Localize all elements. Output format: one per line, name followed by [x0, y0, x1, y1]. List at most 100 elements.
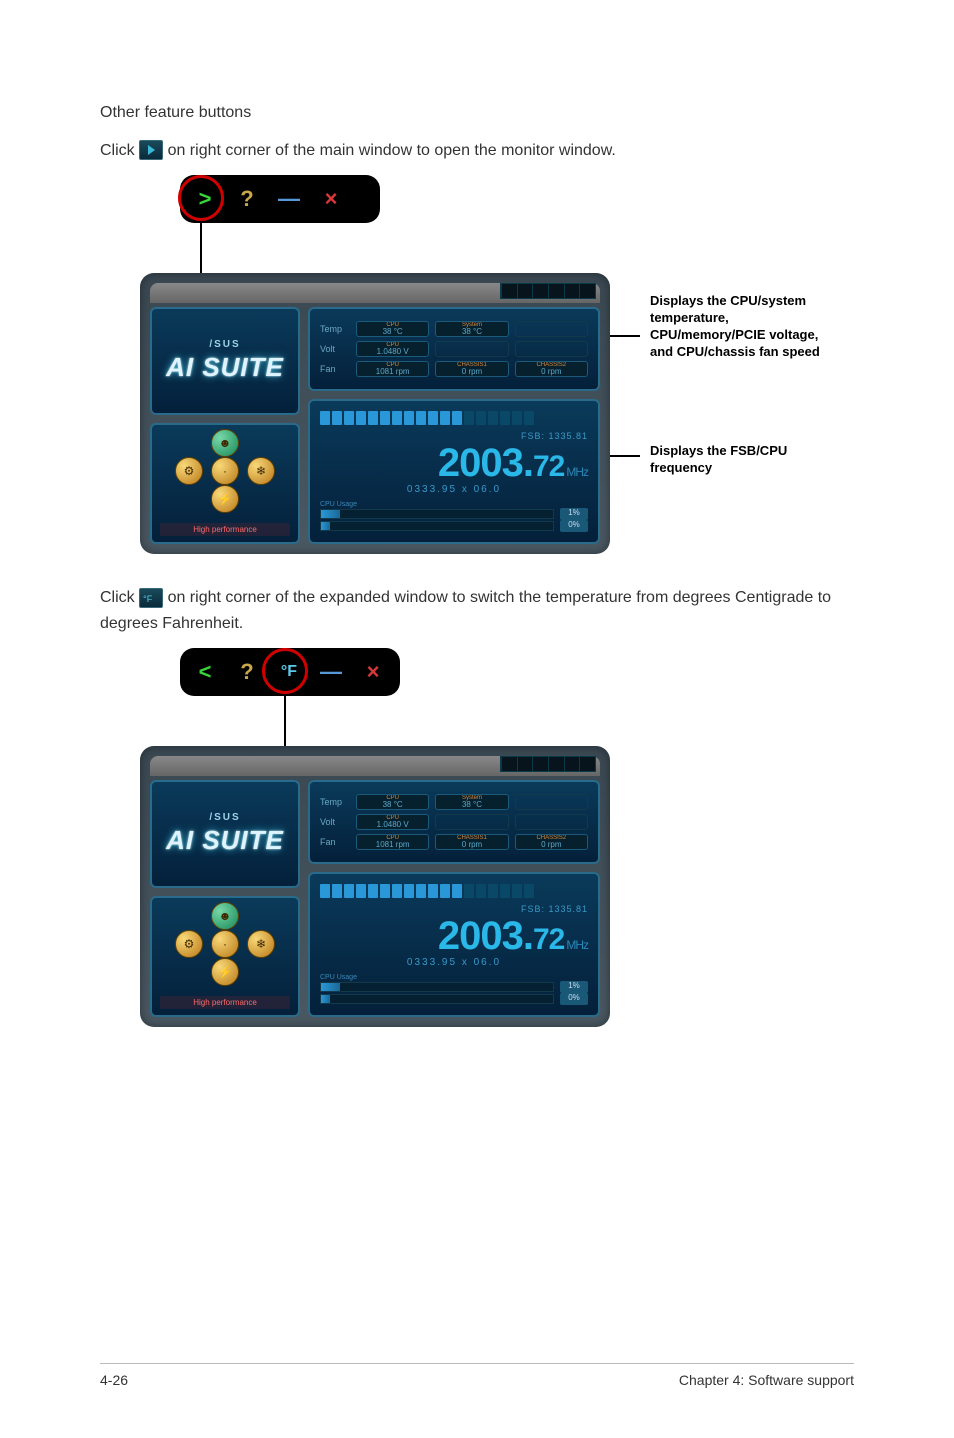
freq-frac: 72: [533, 450, 564, 484]
stats-box: Temp CPU38 °C System38 °C Volt CPU1.0480…: [308, 307, 600, 391]
freq-box-2: FSB: 1335.81 2003. 72 MHz 0333.95 x 06.0…: [308, 872, 600, 1017]
leader-2: [284, 696, 286, 746]
temp-toggle-icon: [139, 588, 163, 608]
chip-empty-b2: [435, 814, 508, 830]
usage-meter-1: [320, 509, 554, 519]
close-button-2[interactable]: ×: [358, 657, 388, 687]
close-button[interactable]: ×: [316, 184, 346, 214]
usage-meter-b1: [320, 982, 554, 992]
para1-b: on right corner of the main window to op…: [168, 142, 616, 159]
freq-unit: MHz: [566, 465, 588, 479]
para-2: Click on right corner of the expanded wi…: [100, 585, 854, 636]
chip-cpu-volt: CPU1.0480 V: [356, 341, 429, 357]
chip-cpu-fan: CPU1081 rpm: [356, 361, 429, 377]
freq-sub-2: 0333.95 x 06.0: [320, 957, 588, 968]
chip-cpu-temp: CPU38 °C: [356, 321, 429, 337]
chip-empty-b1: [515, 794, 588, 810]
main-freq: 2003. 72 MHz: [320, 441, 588, 486]
usage-meter-2: [320, 521, 554, 531]
orb-left[interactable]: ⚙: [175, 457, 203, 485]
chip-empty: [515, 321, 588, 337]
freq-int: 2003.: [438, 441, 533, 486]
orb-bottom[interactable]: ⚡: [211, 485, 239, 513]
chip-sys-temp: System38 °C: [435, 321, 508, 337]
chip-ch2-fan: CHASSIS20 rpm: [515, 361, 588, 377]
orb-right[interactable]: ❄: [247, 457, 275, 485]
annot-line-stats: [610, 335, 640, 337]
annot-stats: Displays the CPU/system temperature, CPU…: [650, 293, 830, 361]
leader-1: [200, 223, 202, 273]
chip-cpu-temp-2: CPU38 °C: [356, 794, 429, 810]
usage-label-2: CPU Usage: [320, 974, 588, 981]
orb-center-2[interactable]: ·: [211, 930, 239, 958]
freq-box: FSB: 1335.81 2003. 72 MHz 0333.95 x 06.0…: [308, 399, 600, 544]
toolbar-1: > ? — ×: [180, 175, 380, 223]
orb-left-2[interactable]: ⚙: [175, 930, 203, 958]
control-pad: ☻ ⚙ · ❄ ⚡ High performance: [150, 423, 300, 544]
para1-a: Click: [100, 142, 139, 159]
chip-ch1-fan: CHASSIS10 rpm: [435, 361, 508, 377]
row-label-fan-2: Fan: [320, 837, 350, 847]
panel-mini-toolbar: [500, 283, 596, 299]
brand-text-2: /SUS: [209, 812, 240, 823]
chip-empty3: [515, 341, 588, 357]
collapse-button[interactable]: <: [190, 657, 220, 687]
fsb-label: FSB: 1335.81: [320, 431, 588, 441]
freq-int-2: 2003.: [438, 914, 533, 959]
annot-line-freq: [610, 455, 640, 457]
page-number: 4-26: [100, 1372, 128, 1388]
brand-text: /SUS: [209, 339, 240, 350]
freq-sub: 0333.95 x 06.0: [320, 484, 588, 495]
chip-ch2-fan-2: CHASSIS20 rpm: [515, 834, 588, 850]
orb-top-2[interactable]: ☻: [211, 902, 239, 930]
orb-top[interactable]: ☻: [211, 429, 239, 457]
seg-bar: [320, 411, 588, 425]
row-label-volt-2: Volt: [320, 817, 350, 827]
para2-a: Click: [100, 589, 139, 606]
chip-ch1-fan-2: CHASSIS10 rpm: [435, 834, 508, 850]
chip-sys-temp-2: System38 °C: [435, 794, 508, 810]
chip-empty-b3: [515, 814, 588, 830]
row-label-temp: Temp: [320, 324, 350, 334]
freq-unit-2: MHz: [566, 938, 588, 952]
para2-b: on right corner of the expanded window t…: [100, 589, 831, 632]
row-label-fan: Fan: [320, 364, 350, 374]
usage-pct-b1: 1%: [560, 981, 588, 993]
fsb-label-2: FSB: 1335.81: [320, 904, 588, 914]
toolbar-2: < ? °F — ×: [180, 648, 400, 696]
logo-box: /SUS AI SUITE: [150, 307, 300, 415]
usage-pct-2: 0%: [560, 520, 588, 532]
help-button[interactable]: ?: [232, 184, 262, 214]
page-footer: 4-26 Chapter 4: Software support: [100, 1363, 854, 1388]
freq-frac-2: 72: [533, 923, 564, 957]
chip-cpu-volt-2: CPU1.0480 V: [356, 814, 429, 830]
row-label-volt: Volt: [320, 344, 350, 354]
seg-bar-2: [320, 884, 588, 898]
row-label-temp-2: Temp: [320, 797, 350, 807]
usage-label: CPU Usage: [320, 501, 588, 508]
suite-text-2: AI SUITE: [166, 825, 284, 856]
minimize-button[interactable]: —: [274, 184, 304, 214]
ai-suite-panel-1: /SUS AI SUITE ☻ ⚙ · ❄ ⚡ High performance: [140, 273, 610, 554]
chip-empty2: [435, 341, 508, 357]
expand-arrow-icon: [139, 140, 163, 160]
usage-pct-1: 1%: [560, 508, 588, 520]
help-button-2[interactable]: ?: [232, 657, 262, 687]
main-freq-2: 2003. 72 MHz: [320, 914, 588, 959]
perf-mode-label: High performance: [160, 523, 290, 536]
expand-button[interactable]: >: [190, 184, 220, 214]
figure-1: > ? — × /SUS AI SUITE ☻ ⚙ · ❄ ⚡: [140, 175, 854, 535]
stats-box-2: Temp CPU38 °C System38 °C Volt CPU1.0480…: [308, 780, 600, 864]
para-1: Click on right corner of the main window…: [100, 138, 854, 164]
temp-toggle-button[interactable]: °F: [274, 657, 304, 687]
figure-2: < ? °F — × /SUS AI SUITE ☻ ⚙ · ❄: [140, 648, 854, 1008]
suite-text: AI SUITE: [166, 352, 284, 383]
ai-suite-panel-2: /SUS AI SUITE ☻ ⚙ · ❄ ⚡ High performance: [140, 746, 610, 1027]
perf-mode-label-2: High performance: [160, 996, 290, 1009]
logo-box-2: /SUS AI SUITE: [150, 780, 300, 888]
orb-right-2[interactable]: ❄: [247, 930, 275, 958]
orb-bottom-2[interactable]: ⚡: [211, 958, 239, 986]
orb-center[interactable]: ·: [211, 457, 239, 485]
usage-meter-b2: [320, 994, 554, 1004]
minimize-button-2[interactable]: —: [316, 657, 346, 687]
